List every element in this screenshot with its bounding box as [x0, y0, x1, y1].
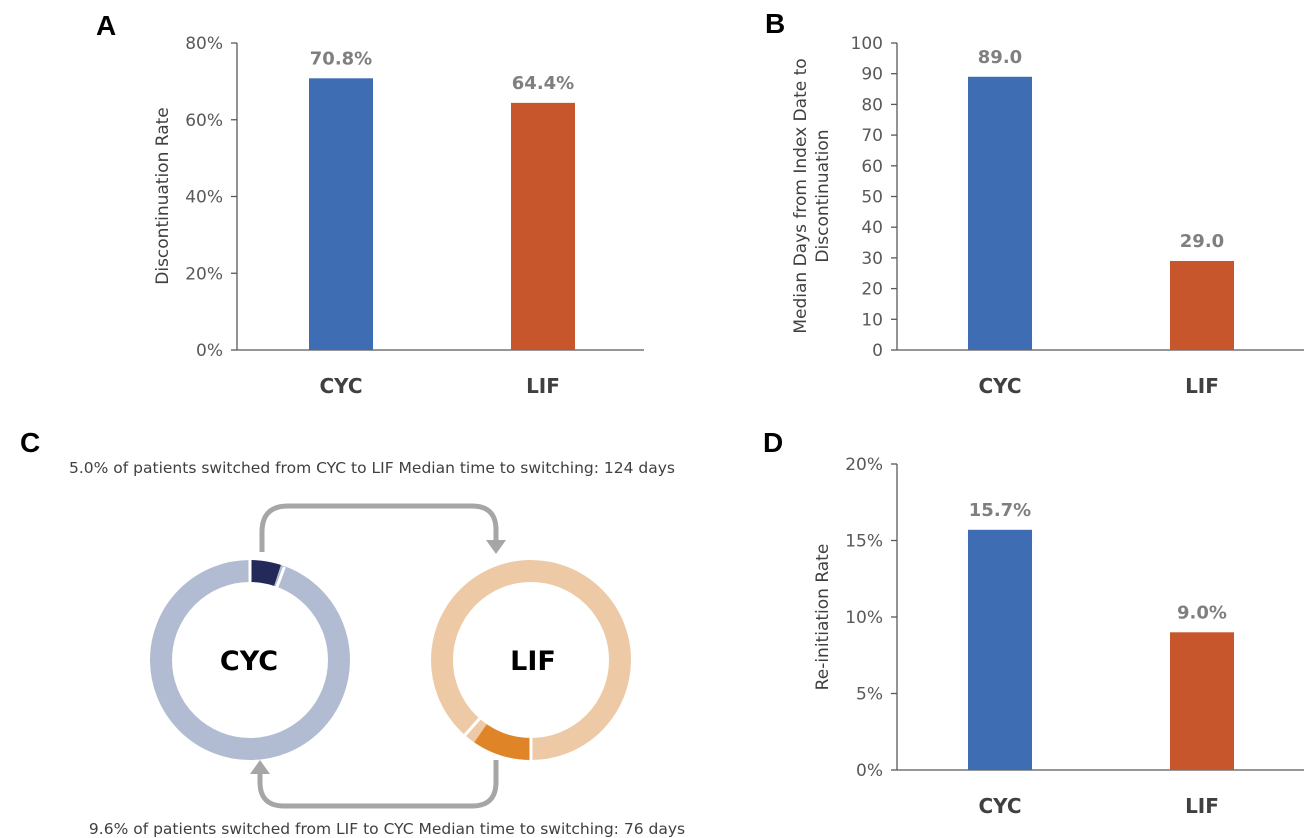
- y-tick-label: 50: [861, 188, 883, 208]
- y-tick-label: 0%: [856, 761, 883, 781]
- y-axis-title: Discontinuation Rate: [153, 107, 173, 285]
- category-label-cyc: CYC: [319, 374, 362, 398]
- y-tick-label: 10: [861, 310, 883, 330]
- chart-d-reinitiation-rate: 0% 5% 10% 15% 20% 15.7% CYC 9.0% LIF Re-initiatio…: [813, 455, 1304, 818]
- lif-segment-gap-right: [463, 716, 483, 736]
- bar-cyc: [968, 76, 1032, 351]
- y-tick-label: 90: [861, 65, 883, 85]
- y-tick-label: 80: [861, 95, 883, 115]
- switching-diagram: 5.0% of patients switched from CYC to LI…: [69, 459, 685, 838]
- y-tick-label: 20%: [185, 264, 223, 284]
- category-label-cyc: CYC: [978, 374, 1021, 398]
- y-tick-label: 100: [851, 34, 883, 54]
- category-label-lif: LIF: [1185, 794, 1219, 818]
- arrowhead-cyc-to-lif: [486, 540, 506, 554]
- category-label-lif: LIF: [526, 374, 560, 398]
- chart-b-median-days: 0 10 20 30 40 50 60 70 80 90 100 89.0 CYC 29.0 LIF Medi…: [791, 34, 1304, 398]
- y-axis-title-line: Discontinuation: [813, 129, 833, 262]
- y-tick-label: 40: [861, 218, 883, 238]
- panel-label-c: C: [20, 427, 40, 458]
- data-label-cyc: 70.8%: [310, 48, 372, 69]
- cyc-ring-label: CYC: [220, 646, 278, 677]
- data-label-lif: 64.4%: [512, 73, 574, 94]
- panel-label-a: A: [96, 10, 116, 41]
- y-tick-label: 60%: [185, 111, 223, 131]
- lif-ring-label: LIF: [510, 646, 556, 677]
- bar-cyc: [309, 78, 373, 351]
- cyc-switch-segment: [249, 560, 281, 586]
- y-tick-label: 30: [861, 249, 883, 269]
- y-tick-label: 15%: [845, 532, 883, 552]
- bar-lif: [1170, 260, 1234, 350]
- data-label-cyc: 89.0: [978, 47, 1022, 68]
- data-label-lif: 29.0: [1180, 231, 1224, 252]
- y-tick-label: 20%: [845, 455, 883, 475]
- y-tick-label: 0%: [196, 341, 223, 361]
- lif-to-cyc-note: 9.6% of patients switched from LIF to CY…: [89, 820, 685, 838]
- chart-a-discontinuation-rate: 0% 20% 40% 60% 80% 70.8% CYC 64.4% LIF Discontinu…: [153, 34, 644, 398]
- y-tick-label: 80%: [185, 34, 223, 54]
- y-tick-label: 70: [861, 126, 883, 146]
- cyc-to-lif-note: 5.0% of patients switched from CYC to LI…: [69, 459, 675, 477]
- y-tick-label: 60: [861, 157, 883, 177]
- y-tick-label: 10%: [845, 608, 883, 628]
- data-label-cyc: 15.7%: [969, 500, 1031, 521]
- panel-label-d: D: [763, 427, 783, 458]
- arrowhead-lif-to-cyc: [250, 760, 270, 774]
- arrow-lif-to-cyc: [257, 760, 499, 809]
- bar-lif: [1170, 632, 1234, 770]
- bar-lif: [511, 102, 575, 351]
- y-axis-title-line: Median Days from Index Date to: [791, 58, 811, 333]
- y-tick-label: 0: [872, 341, 883, 361]
- data-label-lif: 9.0%: [1177, 602, 1227, 623]
- cyc-segment-gap-right: [274, 566, 286, 590]
- category-label-lif: LIF: [1185, 374, 1219, 398]
- panel-label-b: B: [765, 8, 785, 39]
- category-label-cyc: CYC: [978, 794, 1021, 818]
- y-tick-label: 5%: [856, 685, 883, 705]
- bar-cyc: [968, 529, 1032, 770]
- arrow-cyc-to-lif: [259, 503, 499, 552]
- y-tick-label: 40%: [185, 188, 223, 208]
- y-axis-title: Re-initiation Rate: [813, 544, 833, 691]
- y-tick-label: 20: [861, 280, 883, 300]
- lif-switch-segment: [474, 723, 532, 760]
